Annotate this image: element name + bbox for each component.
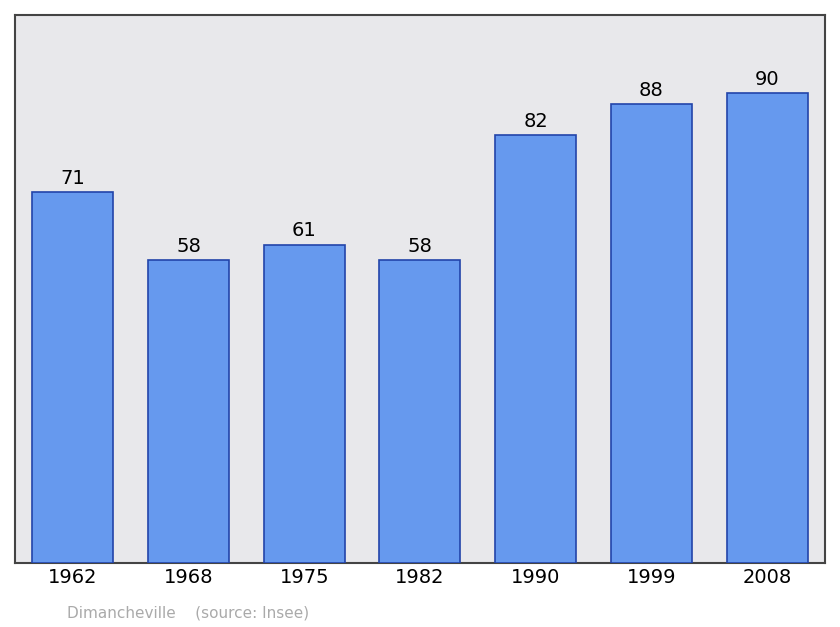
Bar [727, 93, 807, 563]
Text: 88: 88 [639, 80, 664, 100]
Bar [496, 135, 576, 563]
Text: 61: 61 [292, 221, 317, 241]
Text: 58: 58 [407, 237, 433, 256]
Text: 71: 71 [60, 169, 85, 188]
Bar [611, 103, 692, 563]
Text: Dimancheville    (source: Insee): Dimancheville (source: Insee) [67, 606, 309, 621]
Bar [264, 245, 344, 563]
Bar [380, 260, 460, 563]
Text: 58: 58 [176, 237, 201, 256]
Text: 90: 90 [755, 70, 780, 89]
Bar [148, 260, 229, 563]
Bar [33, 192, 113, 563]
Text: 82: 82 [523, 112, 548, 131]
